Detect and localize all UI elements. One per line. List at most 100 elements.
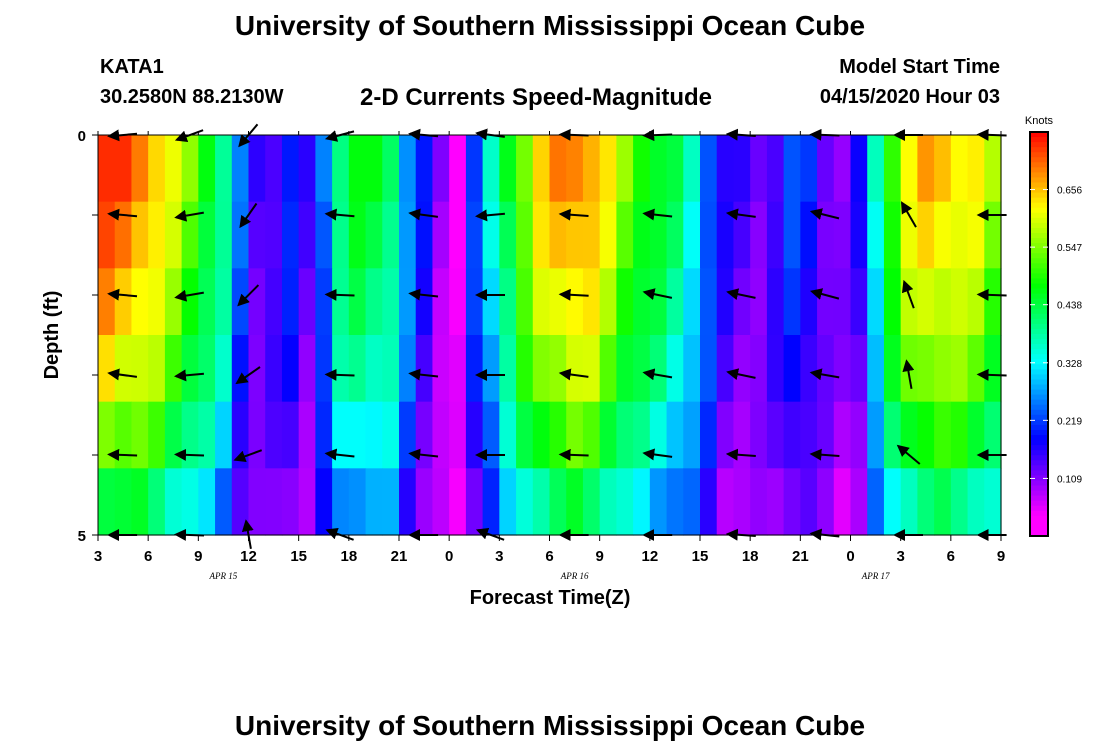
heatmap-cell	[164, 468, 183, 536]
heatmap-cell	[365, 268, 383, 336]
heatmap-cell	[181, 268, 199, 336]
colorbar-segment	[1030, 152, 1048, 158]
heatmap-cell	[566, 401, 584, 469]
heatmap-cell	[499, 135, 517, 203]
heatmap-cell	[700, 468, 718, 536]
colorbar-segment	[1030, 399, 1048, 406]
heatmap-cell	[900, 268, 918, 336]
heatmap-cell	[98, 135, 116, 203]
colorbar-segment	[1030, 278, 1048, 285]
heatmap-cell	[281, 335, 300, 403]
current-vector-arrow	[174, 209, 204, 222]
heatmap-cell	[248, 135, 266, 203]
heatmap-cell	[332, 135, 350, 203]
heatmap-cell	[532, 401, 551, 469]
heatmap-cell	[833, 201, 852, 269]
colorbar-segment	[1030, 318, 1048, 325]
current-vector-arrow	[725, 208, 756, 221]
heatmap-cell	[332, 268, 350, 336]
heatmap-cell	[298, 201, 316, 269]
heatmap-cell	[399, 135, 417, 203]
heatmap-cell	[415, 335, 434, 403]
heatmap-cell	[148, 335, 166, 403]
heatmap-cell	[549, 268, 567, 336]
current-vector-arrow	[642, 448, 673, 461]
colorbar-tick-label: 0.328	[1057, 359, 1082, 370]
current-vector-arrow	[107, 368, 138, 381]
heatmap-cell	[482, 201, 500, 269]
heatmap-cell	[348, 335, 367, 403]
heatmap-cell	[265, 468, 283, 536]
x-axis-label: Forecast Time(Z)	[470, 587, 631, 609]
colorbar-segment	[1030, 424, 1048, 431]
heatmap-cell	[348, 401, 367, 469]
heatmap-cell	[164, 268, 183, 336]
heatmap-cell	[516, 201, 534, 269]
heatmap-cell	[415, 468, 434, 536]
heatmap-cell	[867, 468, 885, 536]
heatmap-cell	[950, 401, 969, 469]
heatmap-cell	[950, 335, 969, 403]
heatmap-cell	[148, 201, 166, 269]
heatmap-cell	[482, 335, 500, 403]
heatmap-cell	[465, 135, 484, 203]
colorbar-segment	[1030, 263, 1048, 269]
current-vector-arrow	[558, 288, 589, 301]
heatmap-cell	[399, 201, 417, 269]
heatmap-cell	[532, 335, 551, 403]
colorbar-segment	[1030, 202, 1048, 209]
heatmap-cell	[566, 268, 584, 336]
x-tick-label: 18	[742, 548, 759, 565]
heatmap-cell	[984, 401, 1002, 469]
heatmap-cell	[984, 468, 1002, 536]
heatmap-cell	[817, 201, 835, 269]
heatmap-cell	[231, 135, 250, 203]
colorbar-unit-label: Knots	[1025, 115, 1054, 127]
heatmap-cell	[683, 135, 701, 203]
heatmap-cell	[683, 401, 701, 469]
x-tick-label: 3	[495, 548, 503, 565]
heatmap-cell	[465, 468, 484, 536]
heatmap-cell	[716, 268, 735, 336]
heatmap-cell	[599, 468, 617, 536]
current-vector-arrow	[475, 209, 505, 222]
heatmap-cell	[198, 401, 216, 469]
heatmap-cell	[900, 201, 918, 269]
heatmap-cell	[465, 201, 484, 269]
heatmap-cell	[867, 135, 885, 203]
heatmap-cell	[750, 468, 768, 536]
current-vector-arrow	[237, 284, 260, 307]
colorbar-segment	[1030, 293, 1048, 300]
heatmap-cell	[432, 401, 450, 469]
heatmap-cell	[265, 201, 283, 269]
heatmap-cell	[817, 268, 835, 336]
heatmap-cell	[382, 401, 400, 469]
colorbar-segment	[1030, 450, 1048, 456]
heatmap-cell	[298, 335, 316, 403]
colorbar-segment	[1030, 364, 1048, 370]
colorbar-segment	[1030, 339, 1048, 345]
heatmap-cell	[582, 268, 601, 336]
date-label: APR 15	[209, 571, 238, 581]
heatmap-cell	[683, 201, 701, 269]
colorbar-segment	[1030, 172, 1048, 179]
heatmap-cell	[750, 401, 768, 469]
heatmap-cell	[215, 201, 233, 269]
heatmap-cell	[850, 135, 868, 203]
heatmap-cell	[148, 268, 166, 336]
current-vector-arrow	[324, 288, 355, 301]
colorbar-segment	[1030, 132, 1048, 138]
colorbar-segment	[1030, 308, 1048, 315]
colorbar-segment	[1030, 177, 1048, 184]
colorbar-segment	[1030, 238, 1048, 244]
heatmap-cell	[934, 335, 952, 403]
heatmap-cell	[532, 268, 551, 336]
colorbar-segment	[1030, 182, 1048, 189]
colorbar-segment	[1030, 147, 1048, 153]
heatmap-cell	[482, 468, 500, 536]
heatmap-cell	[415, 201, 434, 269]
heatmap-cell	[716, 468, 735, 536]
heatmap-cell	[900, 335, 918, 403]
heatmap-cell	[666, 401, 684, 469]
heatmap-cell	[984, 201, 1002, 269]
